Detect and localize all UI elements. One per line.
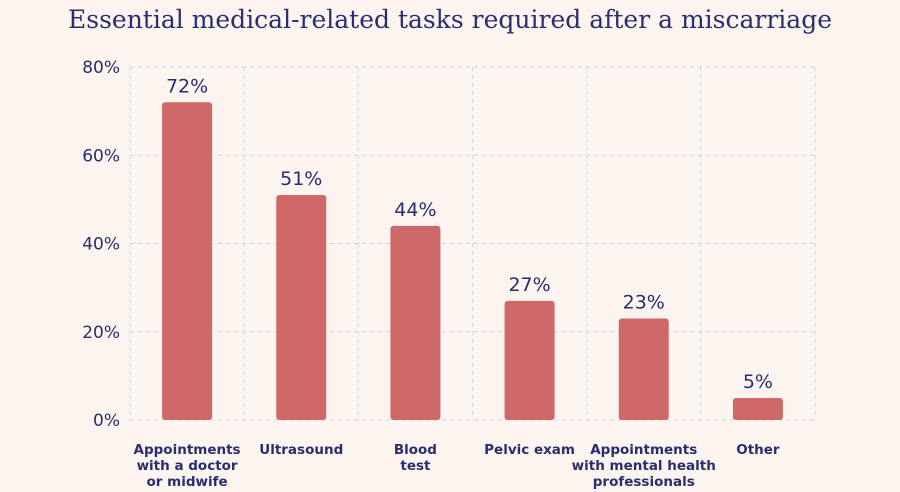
x-tick-label-line: Appointments <box>134 442 241 458</box>
data-label: 72% <box>166 75 208 97</box>
data-label: 5% <box>743 371 773 393</box>
x-tick-label-line: or midwife <box>147 474 228 490</box>
x-tick-label-line: Blood <box>394 442 437 458</box>
x-tick-label-line: Other <box>736 442 780 458</box>
bars-layer <box>162 102 783 421</box>
bar <box>732 397 783 420</box>
grid-layer <box>129 66 816 421</box>
data-label: 27% <box>508 274 550 296</box>
x-tick-label: Blood test <box>394 442 437 474</box>
x-tick-label: Pelvic exam <box>484 442 575 458</box>
chart-title: Essential medical-related tasks required… <box>68 5 832 34</box>
x-axis: Appointments with a doctor or midwifeUltra… <box>134 442 780 490</box>
bar <box>162 102 213 421</box>
data-label: 44% <box>394 199 436 221</box>
x-tick-label-line: test <box>400 458 431 474</box>
bar <box>504 300 555 420</box>
y-tick-label: 40% <box>82 235 120 255</box>
labels-layer: 72% 51% 44% 27% 23% 5% <box>166 75 773 393</box>
y-tick-label: 80% <box>82 58 120 78</box>
x-tick-label-line: with mental health <box>572 458 716 474</box>
x-tick-label: Other <box>736 442 780 458</box>
x-tick-label-line: Ultrasound <box>259 442 343 458</box>
x-tick-label-line: Pelvic exam <box>484 442 575 458</box>
y-tick-label: 60% <box>82 146 120 166</box>
y-tick-label: 20% <box>82 323 120 343</box>
y-axis: 0% 20% 40% 60% 80% <box>82 58 120 431</box>
x-tick-label-line: Appointments <box>590 442 697 458</box>
bar <box>618 318 669 420</box>
x-tick-label-line: with a doctor <box>137 458 238 474</box>
y-tick-label: 0% <box>93 411 120 431</box>
bar <box>276 194 327 420</box>
x-tick-label-line: professionals <box>593 474 695 490</box>
bar <box>390 225 441 420</box>
x-tick-label: Appointments with mental health profession… <box>572 442 716 490</box>
data-label: 51% <box>280 168 322 190</box>
x-tick-label: Appointments with a doctor or midwife <box>134 442 241 490</box>
data-label: 23% <box>623 292 665 314</box>
x-tick-label: Ultrasound <box>259 442 343 458</box>
